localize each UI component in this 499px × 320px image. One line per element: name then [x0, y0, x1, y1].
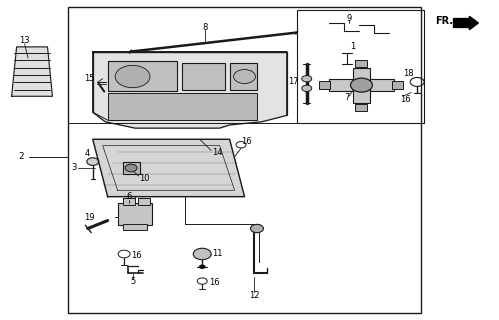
Bar	[108, 93, 257, 120]
Circle shape	[193, 248, 211, 260]
Bar	[118, 203, 153, 225]
Polygon shape	[11, 47, 52, 96]
Text: 8: 8	[202, 23, 208, 32]
Text: 14: 14	[212, 148, 223, 156]
Text: 1: 1	[350, 42, 356, 52]
Circle shape	[234, 69, 255, 84]
Text: 16: 16	[241, 137, 251, 146]
Bar	[392, 81, 403, 89]
Text: 15: 15	[84, 74, 94, 83]
Text: 2: 2	[19, 152, 24, 161]
Text: 16: 16	[131, 251, 142, 260]
Bar	[108, 61, 177, 92]
Circle shape	[125, 164, 137, 172]
Circle shape	[87, 158, 99, 165]
Bar	[123, 162, 140, 174]
Text: 13: 13	[19, 36, 30, 45]
Text: 10: 10	[139, 174, 150, 183]
Circle shape	[302, 76, 312, 82]
Polygon shape	[93, 139, 245, 197]
Bar	[319, 81, 330, 89]
Bar	[352, 68, 370, 103]
Text: 4: 4	[84, 149, 89, 158]
Bar	[123, 198, 135, 204]
Bar	[182, 63, 225, 90]
Text: 19: 19	[84, 213, 95, 222]
Text: 9: 9	[346, 14, 352, 23]
Bar	[138, 198, 150, 204]
Circle shape	[250, 224, 263, 233]
Bar	[297, 10, 424, 123]
Text: 6: 6	[126, 192, 132, 201]
Text: 18: 18	[403, 69, 414, 78]
Text: 7: 7	[344, 93, 349, 102]
Text: 17: 17	[288, 77, 299, 86]
Text: 5: 5	[130, 276, 135, 285]
Bar	[123, 224, 148, 230]
Text: 11: 11	[212, 250, 223, 259]
Circle shape	[199, 265, 205, 269]
Text: 3: 3	[72, 164, 77, 172]
Text: FR.: FR.	[435, 16, 453, 27]
Bar	[355, 60, 367, 67]
FancyArrow shape	[454, 16, 479, 30]
Polygon shape	[93, 52, 287, 128]
Bar	[68, 7, 421, 313]
Bar	[355, 104, 367, 111]
Bar	[230, 63, 257, 90]
Circle shape	[350, 78, 372, 92]
Text: 16: 16	[209, 278, 220, 287]
Text: 12: 12	[249, 291, 259, 300]
Circle shape	[115, 65, 150, 88]
Circle shape	[302, 85, 312, 92]
Bar	[329, 79, 394, 91]
Text: 16: 16	[400, 95, 410, 104]
